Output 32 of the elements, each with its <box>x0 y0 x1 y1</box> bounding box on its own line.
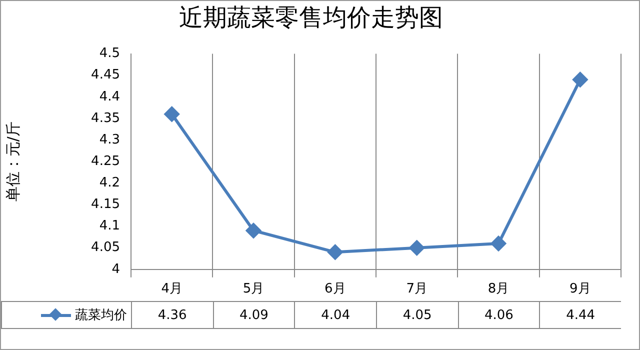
y-tick-label: 4.35 <box>91 110 120 126</box>
x-tick-label: 8月 <box>488 282 510 297</box>
y-tick-label: 4.25 <box>91 154 120 169</box>
point <box>164 106 180 122</box>
data-label: 4.05 <box>376 302 458 328</box>
point <box>572 72 588 88</box>
data-label: 4.36 <box>131 302 213 328</box>
y-tick-label: 4 <box>112 262 120 277</box>
data-label: 4.06 <box>458 302 540 328</box>
y-tick-label: 4.45 <box>91 68 120 83</box>
chart-title: 近期蔬菜零售均价走势图 <box>179 4 443 32</box>
x-tick-label: 7月 <box>406 282 428 297</box>
x-tick-label: 9月 <box>570 282 591 297</box>
data-label: 4.04 <box>294 302 376 328</box>
x-tick-label: 6月 <box>324 282 346 297</box>
y-axis-title: 单位：元/斤 <box>4 122 22 202</box>
point <box>246 223 261 238</box>
legend-label: 蔬菜均价 <box>75 307 127 324</box>
y-tick-label: 4.1 <box>99 218 120 234</box>
x-tick-label: 4月 <box>161 282 182 297</box>
data-label: 4.09 <box>212 302 294 328</box>
data-label: 4.44 <box>539 302 621 328</box>
point <box>491 236 506 252</box>
y-tick-label: 4.15 <box>91 197 120 212</box>
x-tick-label: 5月 <box>242 282 264 297</box>
y-tick-label: 4.3 <box>99 132 120 148</box>
y-tick-label: 4.05 <box>91 240 120 256</box>
point <box>328 244 343 260</box>
y-tick-label: 4.4 <box>99 89 120 104</box>
y-tick-label: 4.2 <box>99 176 120 191</box>
point <box>409 240 424 256</box>
y-tick-label: 4.5 <box>99 46 120 62</box>
